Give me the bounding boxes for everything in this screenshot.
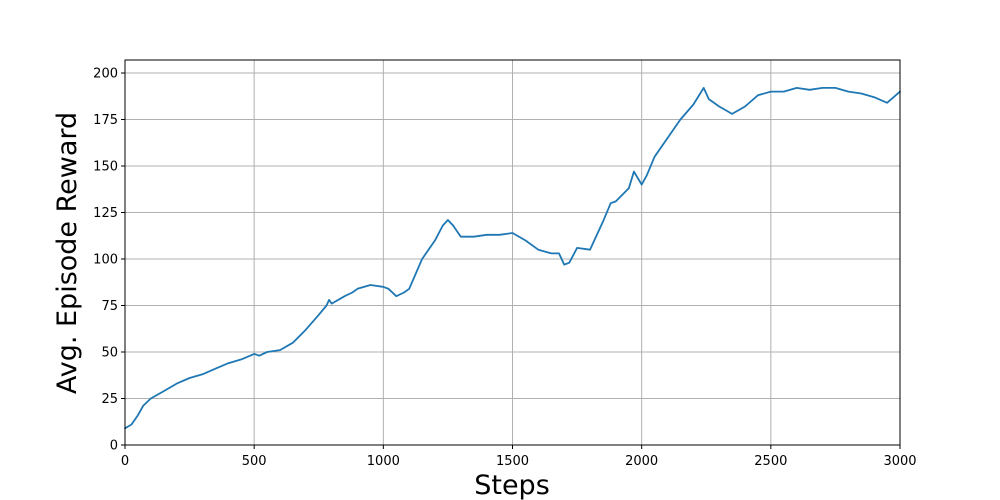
- x-tick-label: 3000: [883, 454, 916, 469]
- x-tick-label: 2000: [625, 454, 658, 469]
- y-tick-label: 0: [110, 439, 118, 454]
- y-tick-label: 50: [101, 346, 118, 361]
- y-axis-label: Avg. Episode Reward: [52, 112, 83, 394]
- y-tick-label: 200: [93, 67, 118, 82]
- x-tick-label: 0: [121, 454, 129, 469]
- y-tick-label: 125: [93, 206, 118, 221]
- x-axis-label: Steps: [474, 470, 550, 500]
- reward-series-line: [124, 87, 901, 430]
- x-tick-label: 500: [242, 454, 267, 469]
- x-tick-label: 2500: [754, 454, 787, 469]
- series-layer: [124, 87, 901, 430]
- x-tick-label: 1500: [496, 454, 529, 469]
- y-tick-label: 25: [101, 392, 118, 407]
- grid: [124, 60, 901, 446]
- y-tick-label: 150: [93, 160, 118, 175]
- y-tick-label: 100: [93, 253, 118, 268]
- y-tick-label: 75: [101, 299, 118, 314]
- ticks: 0 500 1000 1500 2000 2500 3000 0 25 50 75 100 125 150…: [93, 67, 916, 469]
- x-tick-label: 1000: [367, 454, 400, 469]
- y-tick-label: 175: [93, 113, 118, 128]
